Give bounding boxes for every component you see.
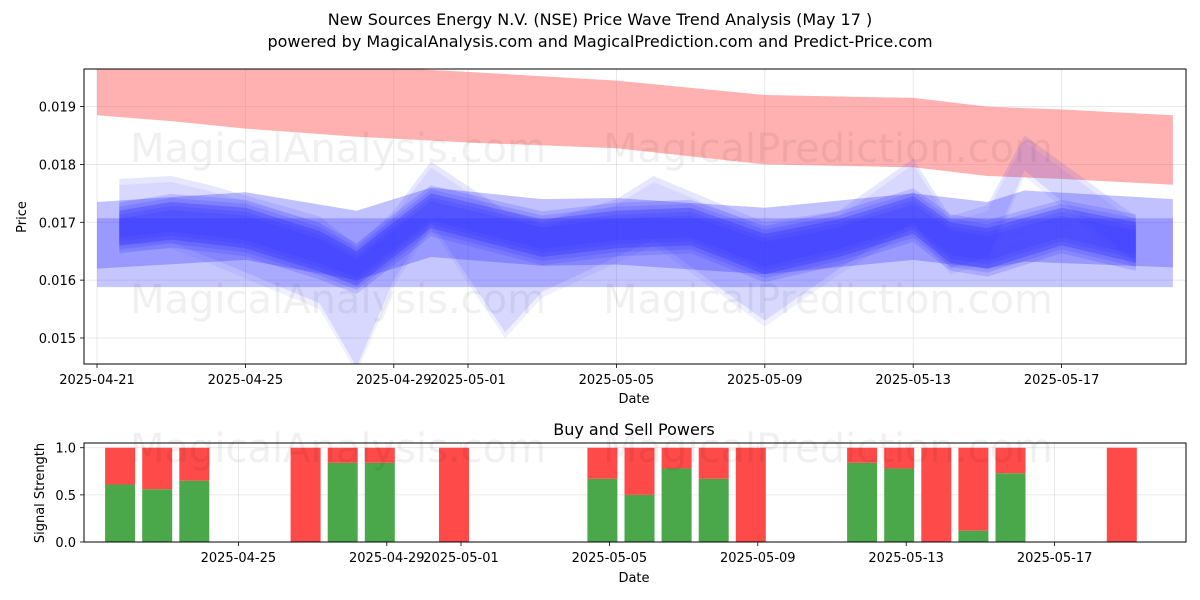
power-y-label: Signal Strength [33, 443, 48, 543]
price-x-tick-label: 2025-04-25 [208, 373, 284, 388]
buy-power-bar [105, 484, 136, 542]
wave-band-core [119, 197, 1136, 290]
power-x-tick-label: 2025-05-09 [720, 551, 796, 566]
resistance-band [97, 69, 1173, 185]
sell-power-bar [624, 447, 655, 495]
price-x-tick-label: 2025-05-01 [430, 373, 506, 388]
watermark-3: MagicalAnalysis.com [130, 277, 546, 323]
watermark-4: MagicalPrediction.com [603, 277, 1053, 323]
power-y-tick-label: 0.0 [55, 536, 76, 551]
buy-power-bar [995, 473, 1026, 542]
buy-power-bar [698, 478, 729, 542]
sell-power-bar [1106, 447, 1137, 542]
buy-power-bar [327, 462, 358, 542]
price-y-label: Price [15, 201, 30, 233]
power-x-label: Date [618, 571, 649, 586]
price-y-ticks: 0.015 0.016 0.017 0.018 0.019 [39, 101, 84, 347]
power-x-tick-label: 2025-04-29 [349, 551, 425, 566]
price-y-tick-label: 0.017 [39, 216, 76, 231]
watermark-1: MagicalAnalysis.com [130, 126, 546, 172]
price-x-label: Date [618, 392, 649, 407]
wave-band-wide [119, 135, 1136, 364]
sell-power-bar [439, 447, 469, 542]
price-x-tick-label: 2025-05-05 [579, 373, 655, 388]
price-y-tick-label: 0.016 [39, 274, 76, 289]
wave-band-core [119, 185, 1136, 278]
power-chart-title: Buy and Sell Powers [553, 420, 715, 439]
price-x-tick-label: 2025-05-09 [727, 373, 803, 388]
power-y-ticks: 0.0 0.5 1.0 [55, 442, 84, 551]
figure-title-line2: powered by MagicalAnalysis.com and Magic… [267, 32, 932, 51]
sell-power-bar [698, 447, 729, 479]
wave-band-core [119, 189, 1136, 282]
price-x-tick-label: 2025-05-13 [875, 373, 951, 388]
buy-power-bar [364, 462, 395, 542]
power-x-tick-label: 2025-05-01 [423, 551, 499, 566]
wave-band-wide-echo [119, 141, 1136, 364]
power-x-tick-label: 2025-04-25 [201, 551, 277, 566]
price-x-tick-label: 2025-04-21 [59, 373, 135, 388]
watermark-5: MagicalAnalysis.com [130, 426, 546, 472]
power-y-tick-label: 1.0 [55, 442, 76, 457]
watermark-2: MagicalPrediction.com [603, 126, 1053, 172]
price-bands [97, 69, 1173, 364]
sell-power-bar [958, 447, 989, 531]
wave-band-core [119, 193, 1136, 286]
sell-power-bar [587, 447, 618, 479]
power-x-tick-label: 2025-05-17 [1017, 551, 1093, 566]
power-x-tick-label: 2025-05-13 [868, 551, 944, 566]
power-plot-frame [83, 442, 1187, 543]
sell-power-bar [995, 447, 1026, 474]
buy-power-bar [179, 480, 210, 542]
sell-power-bar [364, 447, 395, 463]
buy-power-bar [142, 489, 173, 542]
buy-power-bar [587, 478, 618, 542]
power-chart: Buy and Sell Powers MagicalAnalysis.com … [33, 420, 1187, 586]
price-x-tick-label: 2025-05-17 [1024, 373, 1100, 388]
buy-power-bar [958, 530, 989, 542]
sell-power-bar [327, 447, 358, 463]
wave-band-middle [97, 187, 1173, 281]
sell-power-bar [179, 447, 210, 481]
sell-power-bar [735, 447, 766, 542]
sell-power-bar [847, 447, 878, 463]
price-y-tick-label: 0.019 [39, 101, 76, 116]
price-plot-frame [83, 68, 1187, 365]
sell-power-bar [105, 447, 136, 485]
price-y-tick-label: 0.018 [39, 158, 76, 173]
buy-power-bar [624, 494, 655, 542]
price-y-tick-label: 0.015 [39, 332, 76, 347]
sell-power-bar [142, 447, 173, 490]
wave-band-outer [97, 218, 1173, 288]
sell-power-bar [290, 447, 321, 542]
wave-band-core [119, 201, 1136, 294]
figure-title-line1: New Sources Energy N.V. (NSE) Price Wave… [328, 10, 872, 29]
buy-power-bar [661, 468, 692, 542]
power-y-tick-label: 0.5 [55, 489, 76, 504]
power-x-tick-label: 2025-05-05 [572, 551, 648, 566]
sell-power-bar [921, 447, 952, 542]
price-chart: MagicalAnalysis.com MagicalPrediction.co… [15, 68, 1187, 407]
sell-power-bar [884, 447, 915, 469]
buy-power-bar [847, 462, 878, 542]
price-x-tick-label: 2025-04-29 [356, 373, 432, 388]
price-x-ticks: 2025-04-21 2025-04-25 2025-04-292025-05-01… [59, 364, 1099, 388]
buy-power-bar [884, 468, 915, 542]
watermark-6: MagicalPrediction.com [603, 426, 1053, 472]
sell-power-bar [661, 447, 692, 469]
power-bars [105, 447, 1137, 542]
